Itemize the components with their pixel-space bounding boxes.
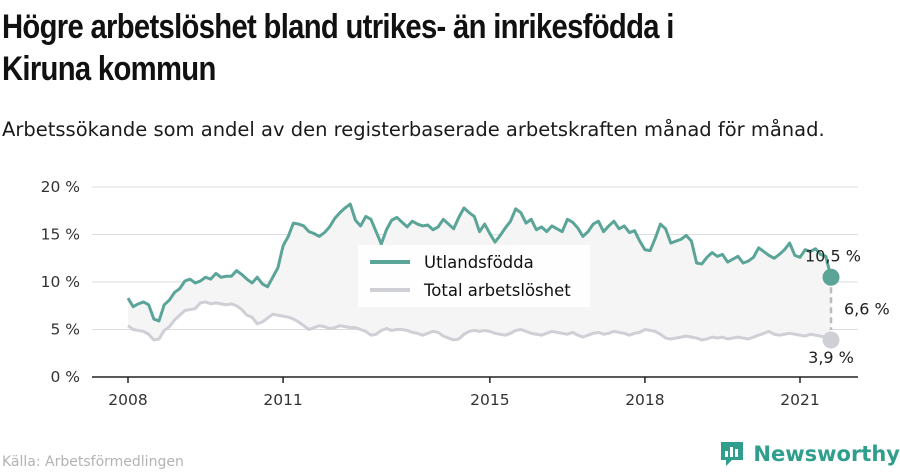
- x-tick-label: 2015: [470, 391, 509, 409]
- x-tick-label: 2021: [780, 391, 819, 409]
- series-line-utlandsfodda: [126, 202, 833, 323]
- end-annotations: 10,5 % 3,9 % 6,6 %: [805, 246, 890, 367]
- y-axis-ticks: 0 % 5 % 10 % 15 % 20 %: [41, 178, 80, 386]
- difference-label: 6,6 %: [844, 300, 890, 319]
- end-point-utlandsfodda: [822, 268, 840, 286]
- y-tick-label: 0 %: [50, 368, 80, 386]
- x-tick-label: 2018: [625, 391, 664, 409]
- source-note: Källa: Arbetsförmedlingen: [2, 454, 184, 470]
- legend-label: Utlandsfödda: [424, 253, 534, 272]
- legend-label: Total arbetslöshet: [423, 281, 571, 300]
- brand-name: Newsworthy: [753, 442, 900, 466]
- end-label-utlandsfodda: 10,5 %: [805, 246, 861, 265]
- x-axis-ticks: 2008 2011 2015 2018 2021: [108, 377, 820, 409]
- brand: Newsworthy: [719, 440, 900, 468]
- y-tick-label: 5 %: [50, 321, 80, 339]
- legend: Utlandsfödda Total arbetslöshet: [358, 245, 590, 307]
- newsworthy-logo-icon: [721, 442, 744, 466]
- y-tick-label: 20 %: [41, 178, 80, 196]
- legend-box: [358, 245, 590, 307]
- series-lines: [126, 202, 833, 342]
- chart-subtitle: Arbetssökande som andel av den registerb…: [2, 118, 825, 141]
- y-tick-label: 10 %: [41, 273, 80, 291]
- chart-title: Högre arbetslöshet bland utrikes- än inr…: [2, 8, 674, 88]
- x-tick-label: 2011: [263, 391, 302, 409]
- end-point-total: [822, 331, 840, 349]
- x-tick-label: 2008: [108, 391, 147, 409]
- y-tick-label: 15 %: [41, 226, 80, 244]
- series-line-total-arbetsloshet: [127, 300, 832, 342]
- end-label-total: 3,9 %: [808, 348, 854, 367]
